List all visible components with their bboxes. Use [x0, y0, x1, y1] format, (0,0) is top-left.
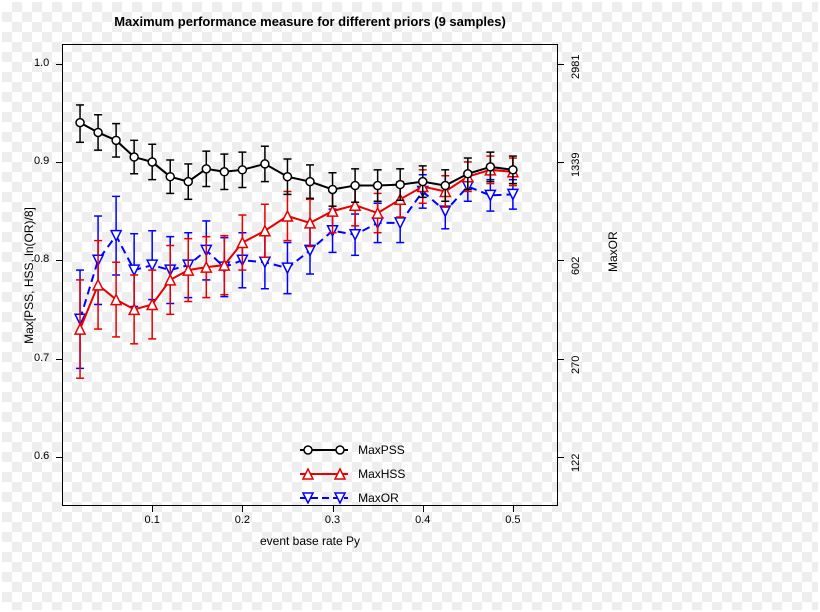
legend-label: MaxOR [358, 491, 399, 505]
legend-swatch-icon [300, 489, 348, 507]
legend-swatch-icon [300, 465, 348, 483]
chart-svg [0, 0, 820, 612]
legend-label: MaxHSS [358, 467, 405, 481]
series-maxor [75, 172, 518, 369]
legend-item: MaxOR [300, 489, 405, 507]
legend-swatch-icon [300, 441, 348, 459]
legend-item: MaxPSS [300, 441, 405, 459]
series-maxhss [75, 156, 518, 378]
legend-item: MaxHSS [300, 465, 405, 483]
legend: MaxPSS MaxHSS MaxOR [300, 441, 405, 513]
legend-label: MaxPSS [358, 443, 405, 457]
series-maxpss [76, 105, 517, 206]
